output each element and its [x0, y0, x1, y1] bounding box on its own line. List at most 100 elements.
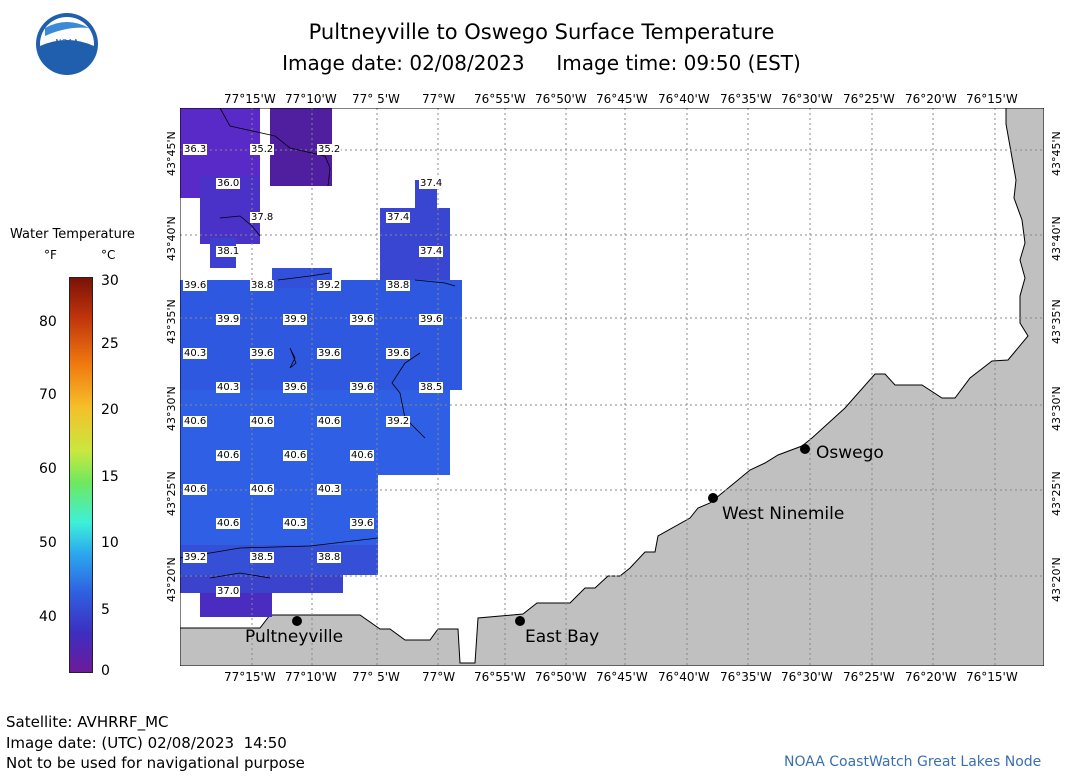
lat-label: 43°40'N	[1050, 216, 1063, 261]
temp-label: 37.4	[386, 212, 411, 223]
east-bay-marker	[515, 616, 525, 626]
temp-label: 38.8	[317, 552, 342, 563]
lon-label: 76°20'W	[905, 92, 957, 106]
lat-label: 43°25'N	[1050, 471, 1063, 516]
temp-label: 38.8	[250, 280, 275, 291]
temp-label: 37.8	[250, 212, 275, 223]
lon-label: 77°10'W	[285, 92, 337, 106]
land-south-shore	[180, 108, 1044, 666]
temp-label: 36.0	[216, 178, 241, 189]
legend-colorbar	[69, 277, 93, 673]
west-ninemile-label: West Ninemile	[722, 504, 845, 524]
temp-label: 38.5	[419, 382, 444, 393]
legend-f-tick: 40	[39, 609, 57, 625]
map-canvas	[180, 108, 1044, 666]
lon-label: 76°20'W	[905, 670, 957, 684]
lon-label: 76°45'W	[596, 92, 648, 106]
temp-label: 40.6	[183, 484, 208, 495]
temp-label: 39.6	[386, 348, 411, 359]
temp-label: 39.6	[350, 518, 375, 529]
grid-lines	[180, 108, 1044, 666]
legend-f-tick: 60	[39, 461, 57, 477]
lon-label: 77°15'W	[224, 670, 276, 684]
temp-label: 39.6	[283, 382, 308, 393]
lon-label: 77°10'W	[285, 670, 337, 684]
lon-label: 77°W	[422, 670, 456, 684]
west-ninemile-marker	[708, 493, 718, 503]
lon-label: 76°25'W	[843, 670, 895, 684]
temp-label: 39.6	[419, 314, 444, 325]
satellite-info: Satellite: AVHRRF_MC	[6, 713, 169, 731]
lon-label: 76°30'W	[781, 670, 833, 684]
temp-label: 38.1	[216, 246, 241, 257]
temp-label: 40.3	[216, 382, 241, 393]
lat-label: 43°45'N	[165, 131, 178, 176]
lon-label: 76°45'W	[596, 670, 648, 684]
map-subtitle: Image date: 02/08/2023 Image time: 09:50…	[282, 51, 801, 75]
utc-date: Image date: (UTC) 02/08/2023 14:50	[6, 734, 287, 752]
lon-label: 76°55'W	[474, 92, 526, 106]
lon-label: 76°15'W	[966, 92, 1018, 106]
temperature-raster	[180, 108, 462, 617]
east-bay-label: East Bay	[525, 627, 600, 647]
temp-label: 40.6	[350, 450, 375, 461]
lat-label: 43°35'N	[165, 299, 178, 344]
legend-c-tick: 25	[101, 336, 119, 352]
lon-label: 76°40'W	[658, 670, 710, 684]
legend-unit-c: °C	[101, 248, 116, 262]
temp-label: 40.6	[183, 416, 208, 427]
legend-f-tick: 50	[39, 535, 57, 551]
oswego-label: Oswego	[816, 443, 884, 463]
lat-label: 43°40'N	[165, 216, 178, 261]
lon-label: 76°55'W	[474, 670, 526, 684]
temp-label: 39.9	[283, 314, 308, 325]
legend-c-tick: 30	[101, 273, 119, 289]
lon-label: 77°15'W	[224, 92, 276, 106]
temp-label: 38.5	[250, 552, 275, 563]
lon-label: 76°35'W	[720, 92, 772, 106]
lat-label: 43°45'N	[1050, 131, 1063, 176]
temp-label: 35.2	[317, 144, 342, 155]
lon-label: 77° 5'W	[352, 92, 400, 106]
temp-label: 39.6	[183, 280, 208, 291]
temp-label: 38.8	[386, 280, 411, 291]
lon-label: 76°25'W	[843, 92, 895, 106]
temp-label: 37.4	[419, 178, 444, 189]
temp-label: 40.6	[250, 416, 275, 427]
temp-label: 39.6	[350, 314, 375, 325]
legend-title: Water Temperature	[10, 227, 135, 242]
temp-label: 40.3	[283, 518, 308, 529]
temp-label: 37.0	[216, 586, 241, 597]
temp-label: 40.6	[283, 450, 308, 461]
lon-label: 76°35'W	[720, 670, 772, 684]
lon-label: 77° 5'W	[352, 670, 400, 684]
legend-c-tick: 10	[101, 535, 119, 551]
lon-label: 76°40'W	[658, 92, 710, 106]
temp-label: 40.6	[216, 450, 241, 461]
lon-label: 76°15'W	[966, 670, 1018, 684]
logo-text: NOAA	[55, 38, 79, 47]
temp-label: 40.3	[317, 484, 342, 495]
temp-label: 39.6	[317, 348, 342, 359]
lon-label: 76°30'W	[781, 92, 833, 106]
temp-label: 39.6	[250, 348, 275, 359]
legend-c-tick: 0	[101, 663, 110, 679]
noaa-logo: NOAA	[36, 13, 98, 75]
temp-label: 39.9	[216, 314, 241, 325]
lat-label: 43°25'N	[165, 471, 178, 516]
legend-c-tick: 20	[101, 402, 119, 418]
lat-label: 43°30'N	[165, 386, 178, 431]
lon-label: 76°50'W	[535, 670, 587, 684]
lat-label: 43°20'N	[1050, 557, 1063, 602]
lon-label: 76°50'W	[535, 92, 587, 106]
temp-label: 39.2	[317, 280, 342, 291]
temp-label: 37.4	[419, 246, 444, 257]
legend-unit-f: °F	[44, 248, 57, 262]
lat-label: 43°35'N	[1050, 299, 1063, 344]
lon-label: 77°W	[422, 92, 456, 106]
legend-f-tick: 70	[39, 387, 57, 403]
temp-label: 40.6	[250, 484, 275, 495]
legend-f-tick: 80	[39, 314, 57, 330]
legend-c-tick: 5	[101, 602, 110, 618]
pultneyville-label: Pultneyville	[245, 627, 344, 647]
